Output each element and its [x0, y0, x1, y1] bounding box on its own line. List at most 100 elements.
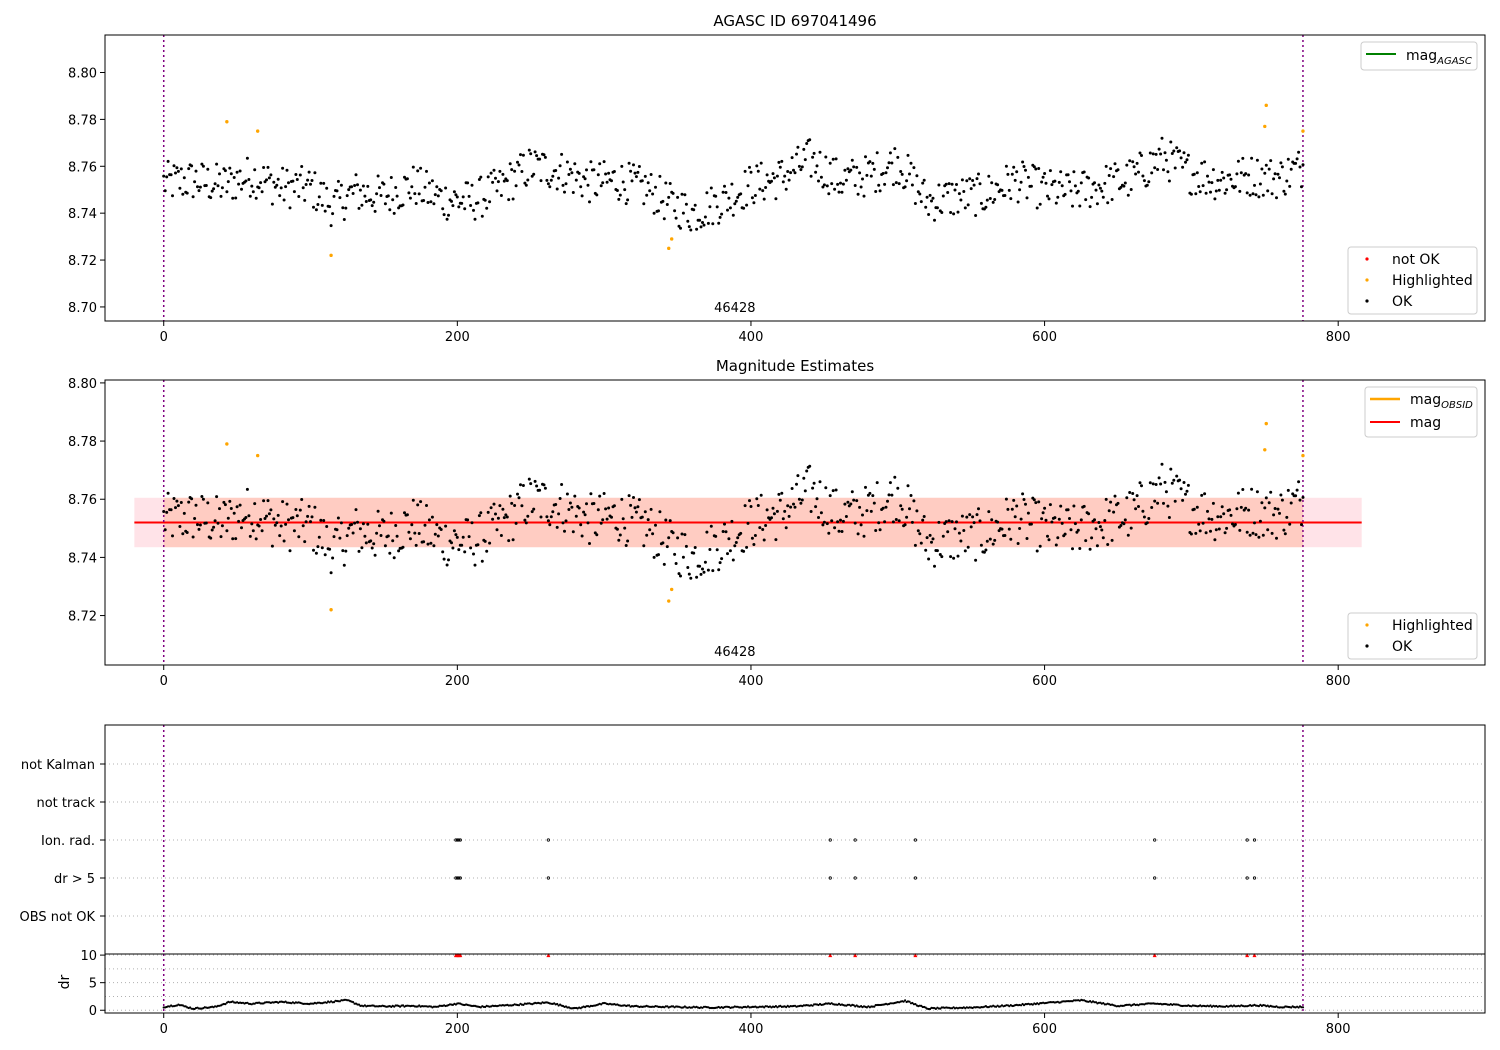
- agasc-ok-point: [245, 156, 249, 160]
- agasc-ok-point: [201, 164, 205, 168]
- mag-estimates-ok-point: [473, 563, 477, 567]
- agasc-ok-point: [1185, 158, 1189, 162]
- agasc-ok-point: [568, 167, 572, 171]
- mag-estimates-ok-point: [450, 541, 453, 545]
- agasc-ok-point: [888, 151, 892, 155]
- mag-estimates-ok-point: [215, 495, 219, 499]
- agasc-ok-point: [442, 213, 446, 217]
- agasc-ok-point: [633, 171, 637, 175]
- agasc-ok-point: [532, 172, 536, 176]
- agasc-ok-point: [966, 203, 970, 207]
- mag-estimates-ok-point: [800, 498, 804, 502]
- agasc-ok-point: [226, 180, 230, 184]
- agasc-ok-point: [1260, 167, 1264, 171]
- mag-estimates-ok-point: [1200, 493, 1204, 497]
- agasc-ok-point: [1223, 191, 1227, 195]
- agasc-ok-point: [598, 162, 602, 166]
- mag-estimates-ok-point: [295, 514, 299, 518]
- dr-point: [911, 1001, 914, 1005]
- mag-estimates-ok-point: [1093, 518, 1096, 522]
- mag-estimates-ok-point: [837, 529, 841, 533]
- mag-estimates-ok-point: [1283, 532, 1287, 536]
- agasc-ok-point: [171, 194, 174, 198]
- agasc-highlighted-point: [1263, 124, 1267, 129]
- agasc-ok-point: [728, 206, 732, 210]
- agasc-ok-point: [215, 162, 219, 166]
- mag-estimates-ok-point: [408, 537, 412, 541]
- agasc-ok-point: [1238, 189, 1242, 193]
- mag-estimates-ok-point: [624, 544, 628, 547]
- mag-estimates-ok-point: [521, 484, 525, 487]
- agasc-ok-point: [1198, 190, 1202, 194]
- agasc-ok-point: [937, 183, 941, 187]
- mag-estimates-ok-point: [770, 516, 773, 520]
- agasc-ok-point: [1179, 156, 1183, 160]
- agasc-ok-point: [912, 166, 916, 170]
- mag-estimates-ok-point: [978, 519, 982, 523]
- agasc-ok-point: [523, 181, 527, 185]
- agasc-ok-point: [695, 227, 699, 231]
- agasc-ok-point: [1112, 175, 1116, 179]
- dr-point: [224, 1003, 227, 1006]
- agasc-ok-point: [336, 179, 340, 183]
- agasc-ok-point: [364, 200, 368, 203]
- mag-estimates-ok-point: [169, 508, 173, 512]
- mag-estimates-ok-point: [523, 518, 527, 522]
- legend-label-highlighted: Highlighted: [1392, 273, 1473, 289]
- flag-point: [1245, 876, 1249, 880]
- agasc-ok-point: [687, 225, 691, 229]
- mag-estimates-ok-point: [1066, 508, 1070, 512]
- agasc-ok-point: [450, 199, 453, 203]
- mag-estimates-ok-point: [344, 549, 348, 553]
- agasc-ok-point: [1148, 151, 1152, 155]
- agasc-ok-point: [896, 155, 900, 159]
- mag-estimates-ok-point: [194, 503, 198, 507]
- flag-point: [454, 876, 458, 880]
- agasc-ok-point: [281, 166, 285, 170]
- mag-estimates-ok-point: [247, 514, 251, 518]
- mag-estimates-ok-point: [918, 532, 922, 536]
- agasc-ok-point: [856, 192, 860, 196]
- mag-estimates-ok-point: [238, 503, 242, 507]
- agasc-ok-point: [248, 194, 252, 198]
- agasc-ok-point: [1189, 192, 1193, 196]
- flag-point: [853, 838, 857, 842]
- mag-estimates-ok-point: [1076, 528, 1080, 532]
- agasc-ok-point: [765, 173, 769, 177]
- agasc-ok-point: [624, 202, 628, 206]
- agasc-ok-point: [955, 183, 958, 186]
- agasc-ok-point: [853, 184, 857, 187]
- mag-estimates-ok-point: [345, 534, 349, 538]
- mag-estimates-ok-point: [376, 509, 380, 513]
- agasc-ok-point: [1186, 153, 1190, 157]
- agasc-ok-point: [924, 205, 928, 209]
- agasc-ok-point: [658, 174, 662, 178]
- agasc-ok-point: [169, 173, 173, 177]
- mag-estimates-ok-point: [392, 556, 396, 560]
- agasc-ok-point: [546, 182, 550, 186]
- mag-estimates-ok-point: [1251, 531, 1255, 535]
- mag-estimates-ok-point: [248, 534, 252, 538]
- mag-estimates-ok-point: [555, 525, 559, 529]
- mag-estimates-ok-point: [527, 477, 531, 481]
- mag-estimates-ok-point: [1010, 507, 1014, 511]
- mag-estimates-ok-point: [906, 484, 910, 488]
- agasc-ok-point: [432, 202, 436, 206]
- mag-estimates-ok-point: [417, 532, 421, 535]
- agasc-ok-point: [303, 198, 307, 202]
- mag-estimates-ok-point: [451, 546, 455, 550]
- mag-estimates-ok-point: [291, 516, 295, 520]
- mag-estimates-ok-point: [761, 528, 765, 531]
- agasc-ok-point: [309, 182, 312, 186]
- dr-capped-marker: [1152, 953, 1157, 958]
- agasc-ok-point: [1095, 202, 1099, 206]
- mag-estimates-ok-point: [840, 530, 844, 533]
- mag-estimates-ok-point: [805, 469, 809, 473]
- mag-estimates-ok-point: [1209, 529, 1212, 533]
- agasc-ok-point: [922, 178, 926, 182]
- mag-estimates-ok-point: [414, 543, 418, 547]
- mag-estimates-ok-point: [714, 534, 718, 538]
- mag-estimates-ok-point: [815, 497, 819, 501]
- mag-estimates-ok-point: [557, 512, 561, 516]
- agasc-ok-point: [1253, 183, 1256, 187]
